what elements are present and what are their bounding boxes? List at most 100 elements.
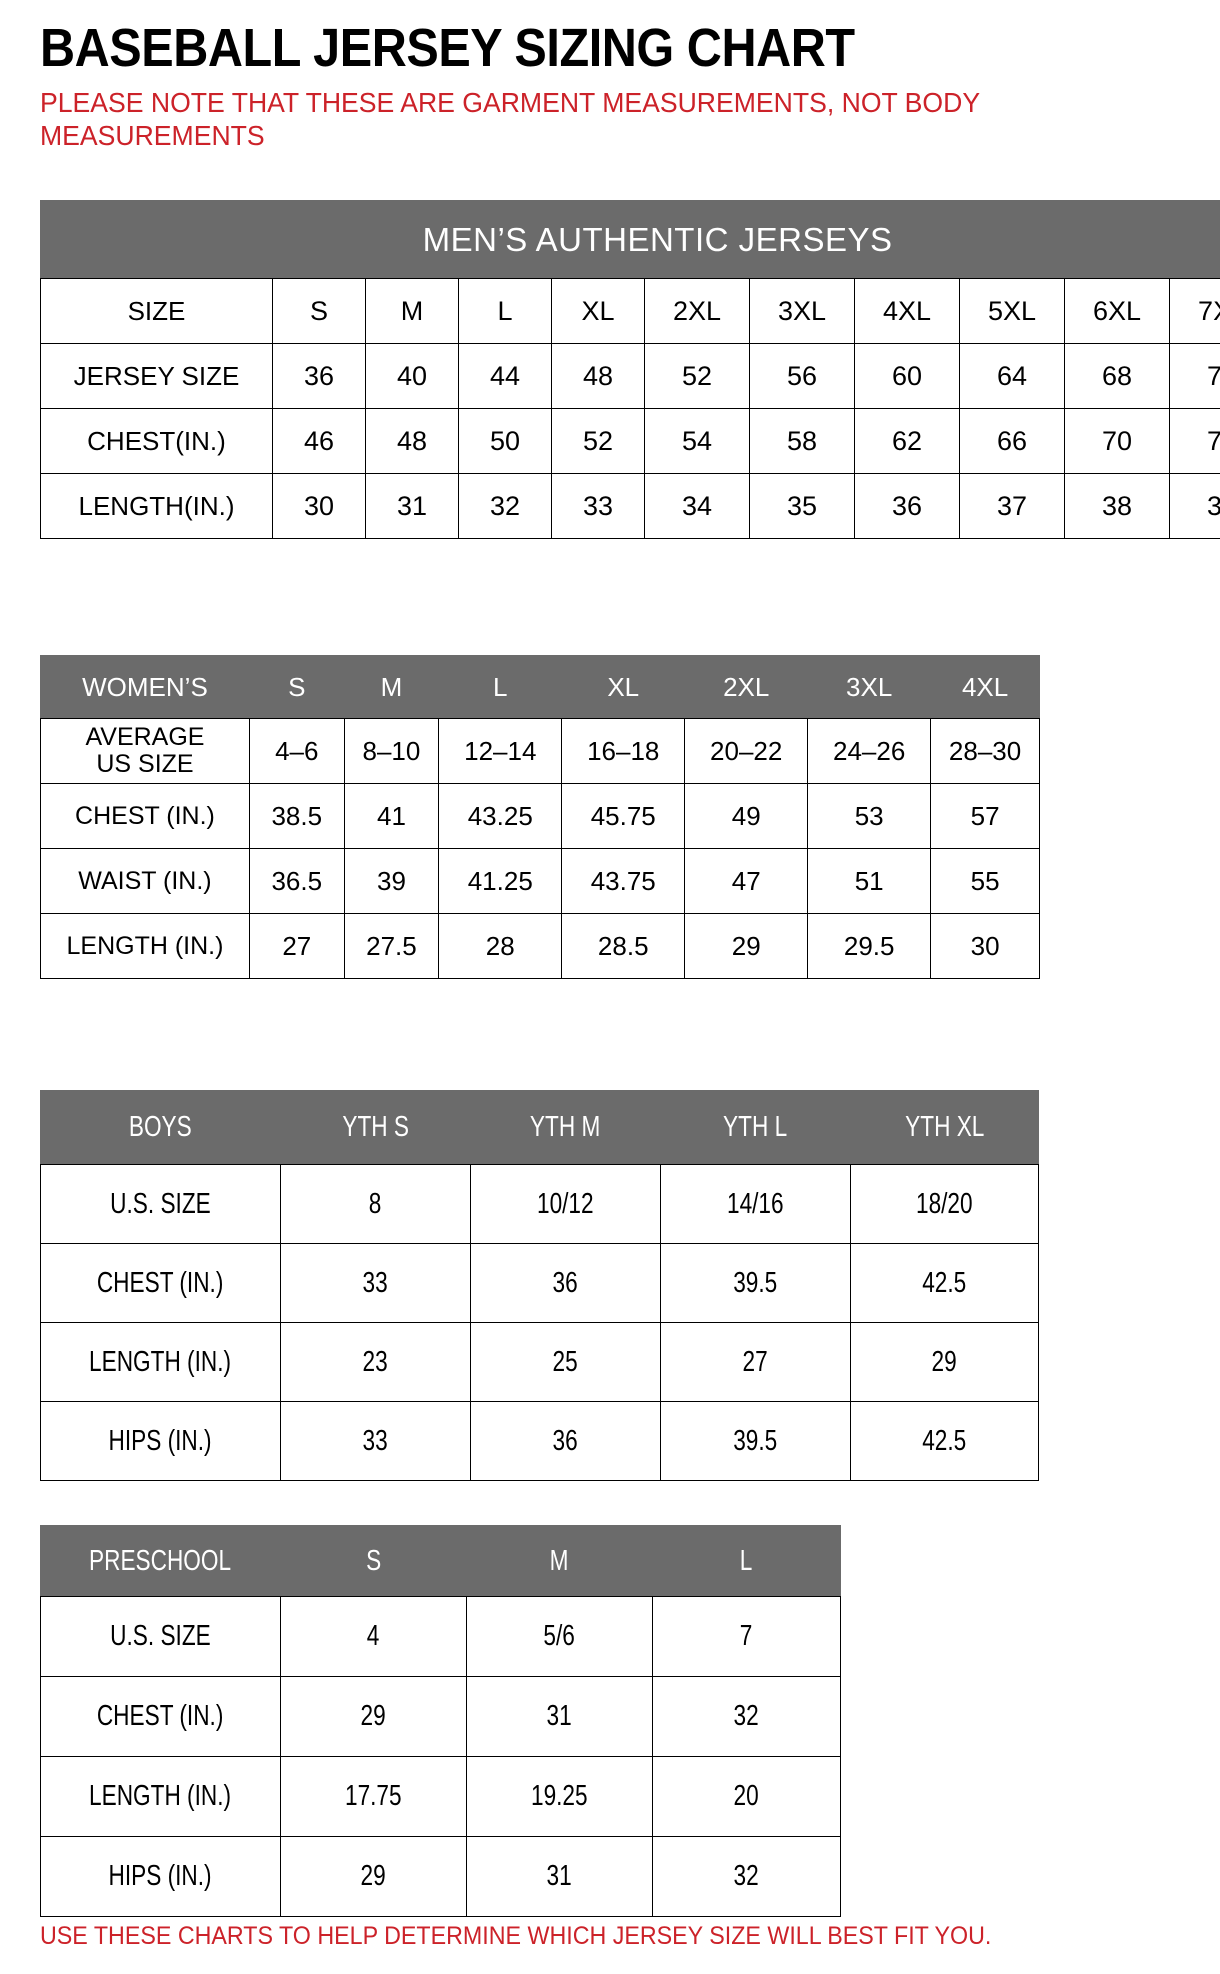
- mens-cell-1-1: 48: [365, 408, 459, 474]
- womens-cell-0-4: 20–22: [684, 718, 809, 784]
- preschool-cell-3-2: 32: [652, 1836, 841, 1917]
- womens-cell-0-3: 16–18: [561, 718, 686, 784]
- womens-cell-1-5: 53: [807, 783, 932, 849]
- preschool-cell-1-1: 31: [466, 1676, 653, 1757]
- mens-column-header-9: 7XL: [1168, 278, 1220, 344]
- boys-cell-3-2: 39.5: [660, 1401, 851, 1481]
- preschool-column-header-2: L: [652, 1525, 841, 1597]
- boys-cell-0-2: 14/16: [660, 1164, 851, 1244]
- boys-cell-3-0: 33: [280, 1401, 471, 1481]
- boys-row-label-2: LENGTH (IN.): [40, 1322, 281, 1402]
- womens-cell-0-1: 8–10: [343, 718, 440, 784]
- womens-cell-3-1: 27.5: [343, 913, 440, 979]
- womens-cell-2-1: 39: [343, 848, 440, 914]
- boys-sizing-table: BOYS YTH S YTH M YTH L YTH XL U.S. SIZE 8 10/12…: [40, 1090, 1039, 1481]
- mens-column-header-7: 5XL: [959, 278, 1065, 344]
- preschool-column-header-1: M: [466, 1525, 653, 1597]
- womens-cell-3-4: 29: [684, 913, 809, 979]
- womens-cell-1-6: 57: [930, 783, 1040, 849]
- womens-cell-0-2: 12–14: [438, 718, 563, 784]
- mens-column-header-1: M: [365, 278, 459, 344]
- mens-cell-0-0: 36: [272, 343, 366, 409]
- mens-cell-0-9: 72: [1168, 343, 1220, 409]
- mens-cell-0-4: 52: [644, 343, 750, 409]
- preschool-sizing-table: PRESCHOOL S M L U.S. SIZE 4 5/6 7 CHEST (IN.) 29 3…: [40, 1525, 841, 1917]
- womens-column-header-6: 4XL: [930, 655, 1040, 719]
- footer-note: USE THESE CHARTS TO HELP DETERMINE WHICH…: [40, 1922, 992, 1950]
- womens-row-label-0: AVERAGE US SIZE: [40, 718, 250, 784]
- boys-cell-0-1: 10/12: [470, 1164, 661, 1244]
- mens-cell-0-7: 64: [959, 343, 1065, 409]
- mens-column-header-2: L: [458, 278, 552, 344]
- womens-cell-2-6: 55: [930, 848, 1040, 914]
- mens-cell-0-3: 48: [551, 343, 645, 409]
- preschool-row-label-1: CHEST (IN.): [40, 1676, 281, 1757]
- mens-cell-1-6: 62: [854, 408, 960, 474]
- preschool-cell-0-2: 7: [652, 1596, 841, 1677]
- preschool-cell-2-2: 20: [652, 1756, 841, 1837]
- boys-column-header-1: YTH M: [470, 1090, 661, 1165]
- mens-table-banner: MEN’S AUTHENTIC JERSEYS: [39, 200, 1220, 279]
- preschool-cell-0-1: 5/6: [466, 1596, 653, 1677]
- womens-sizing-table: WOMEN’S S M L XL 2XL 3XL 4XL AVERAGE US SIZE 4–6 8–…: [40, 655, 1040, 979]
- boys-cell-2-0: 23: [280, 1322, 471, 1402]
- womens-column-header-2: L: [438, 655, 563, 719]
- mens-row-label-2: LENGTH(IN.): [40, 473, 273, 539]
- womens-row-label-1: CHEST (IN.): [40, 783, 250, 849]
- womens-cell-3-2: 28: [438, 913, 563, 979]
- mens-cell-2-9: 39: [1168, 473, 1220, 539]
- womens-cell-1-0: 38.5: [248, 783, 345, 849]
- mens-cell-2-2: 32: [458, 473, 552, 539]
- boys-column-header-0: YTH S: [280, 1090, 471, 1165]
- preschool-cell-1-2: 32: [652, 1676, 841, 1757]
- mens-cell-2-5: 35: [749, 473, 855, 539]
- preschool-cell-3-0: 29: [280, 1836, 467, 1917]
- mens-cell-2-7: 37: [959, 473, 1065, 539]
- womens-corner-label: WOMEN’S: [40, 655, 250, 719]
- mens-cell-2-1: 31: [365, 473, 459, 539]
- boys-cell-2-1: 25: [470, 1322, 661, 1402]
- boys-corner-label: BOYS: [40, 1090, 281, 1165]
- mens-row-label-1: CHEST(IN.): [40, 408, 273, 474]
- boys-cell-1-3: 42.5: [850, 1243, 1039, 1323]
- womens-cell-2-5: 51: [807, 848, 932, 914]
- boys-cell-1-1: 36: [470, 1243, 661, 1323]
- preschool-cell-0-0: 4: [280, 1596, 467, 1677]
- womens-column-header-0: S: [248, 655, 345, 719]
- boys-cell-2-2: 27: [660, 1322, 851, 1402]
- mens-row-label-0: JERSEY SIZE: [40, 343, 273, 409]
- womens-cell-3-6: 30: [930, 913, 1040, 979]
- mens-cell-1-7: 66: [959, 408, 1065, 474]
- boys-cell-3-3: 42.5: [850, 1401, 1039, 1481]
- mens-corner-label: SIZE: [40, 278, 273, 344]
- subtitle-note: PLEASE NOTE THAT THESE ARE GARMENT MEASU…: [40, 87, 980, 151]
- womens-cell-2-2: 41.25: [438, 848, 563, 914]
- boys-row-label-0: U.S. SIZE: [40, 1164, 281, 1244]
- mens-cell-2-6: 36: [854, 473, 960, 539]
- womens-cell-1-3: 45.75: [561, 783, 686, 849]
- womens-cell-2-4: 47: [684, 848, 809, 914]
- boys-cell-1-2: 39.5: [660, 1243, 851, 1323]
- womens-cell-1-2: 43.25: [438, 783, 563, 849]
- preschool-row-label-0: U.S. SIZE: [40, 1596, 281, 1677]
- preschool-row-label-2: LENGTH (IN.): [40, 1756, 281, 1837]
- mens-cell-1-8: 70: [1064, 408, 1170, 474]
- mens-cell-1-9: 76: [1168, 408, 1220, 474]
- mens-cell-2-3: 33: [551, 473, 645, 539]
- boys-cell-2-3: 29: [850, 1322, 1039, 1402]
- preschool-cell-1-0: 29: [280, 1676, 467, 1757]
- boys-row-label-1: CHEST (IN.): [40, 1243, 281, 1323]
- mens-cell-1-5: 58: [749, 408, 855, 474]
- mens-cell-0-5: 56: [749, 343, 855, 409]
- preschool-cell-2-1: 19.25: [466, 1756, 653, 1837]
- mens-column-header-0: S: [272, 278, 366, 344]
- womens-cell-3-3: 28.5: [561, 913, 686, 979]
- womens-cell-1-4: 49: [684, 783, 809, 849]
- womens-cell-0-5: 24–26: [807, 718, 932, 784]
- mens-column-header-8: 6XL: [1064, 278, 1170, 344]
- mens-cell-2-0: 30: [272, 473, 366, 539]
- womens-cell-1-1: 41: [343, 783, 440, 849]
- boys-cell-3-1: 36: [470, 1401, 661, 1481]
- page-title: BASEBALL JERSEY SIZING CHART: [40, 18, 855, 78]
